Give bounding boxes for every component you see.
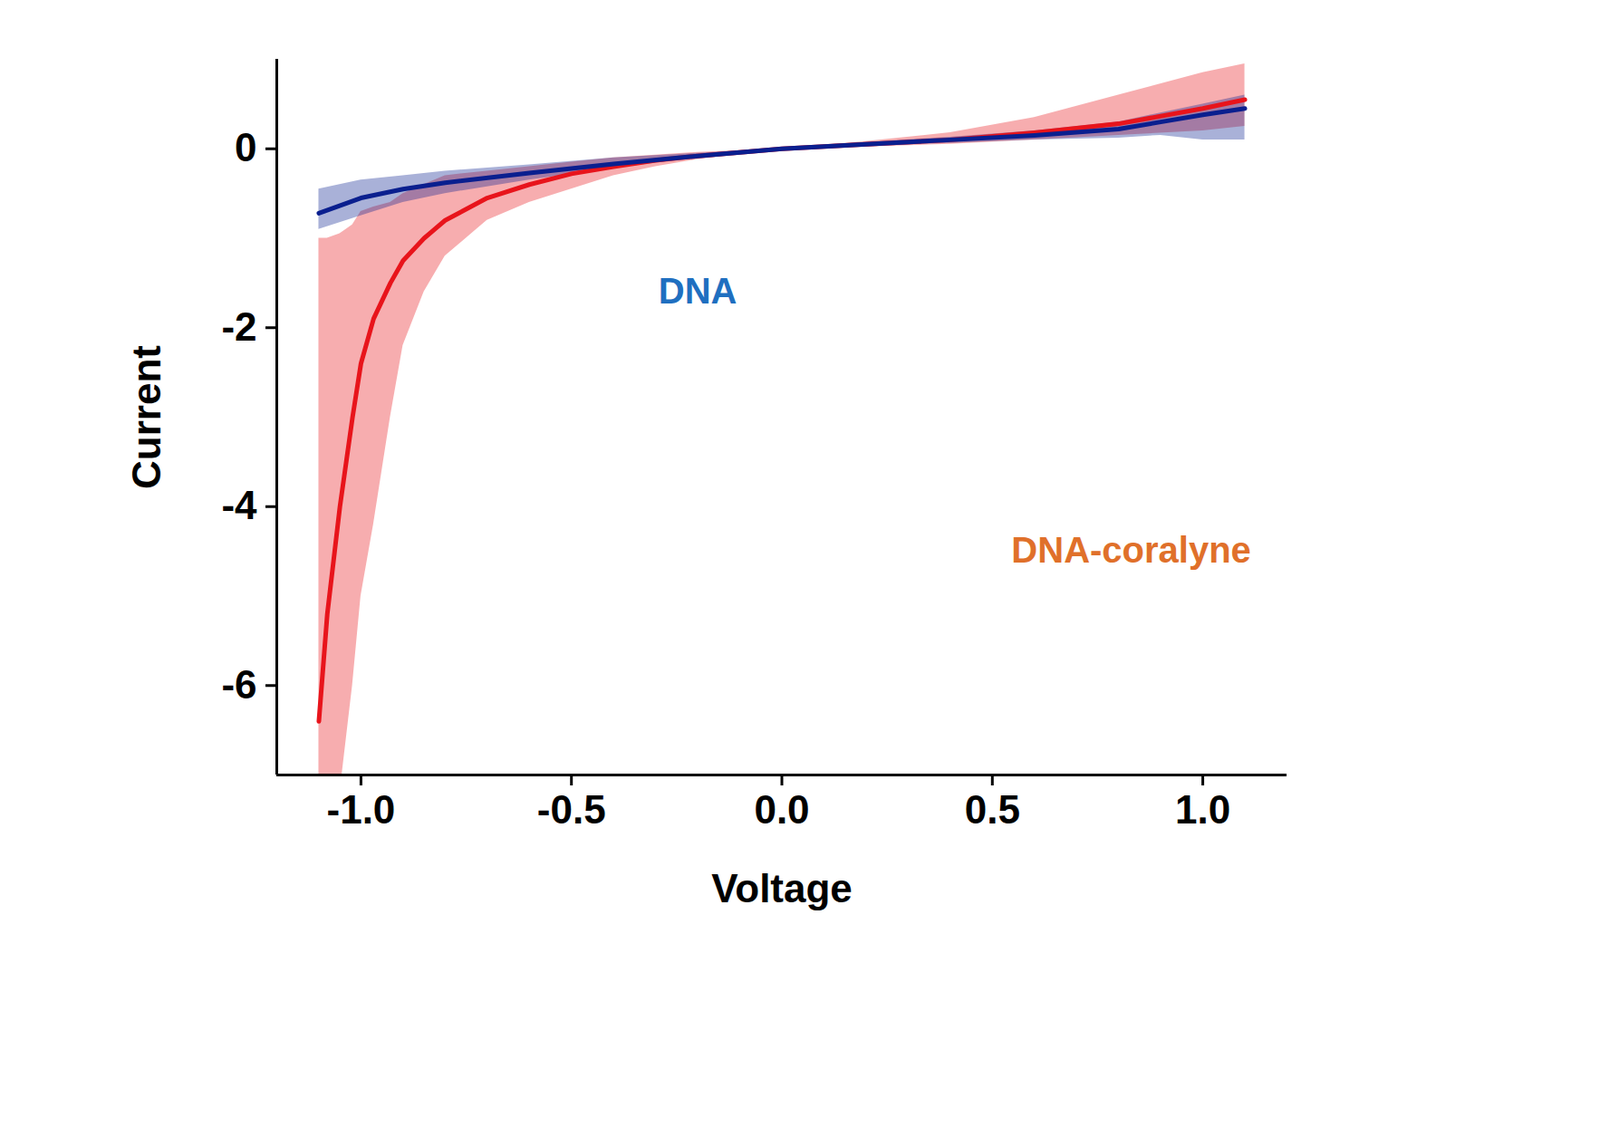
svg-text:DNA: DNA bbox=[658, 270, 738, 311]
svg-text:-0.5: -0.5 bbox=[537, 787, 607, 832]
svg-text:-6: -6 bbox=[221, 662, 257, 707]
svg-text:0.0: 0.0 bbox=[753, 787, 810, 832]
svg-text:-2: -2 bbox=[221, 304, 257, 349]
svg-text:0: 0 bbox=[234, 125, 257, 170]
svg-text:Voltage: Voltage bbox=[711, 866, 853, 911]
svg-text:0.5: 0.5 bbox=[964, 787, 1021, 832]
svg-text:1.0: 1.0 bbox=[1175, 787, 1231, 832]
svg-text:Current: Current bbox=[124, 345, 169, 490]
svg-text:DNA-coralyne: DNA-coralyne bbox=[1011, 530, 1252, 570]
svg-text:-4: -4 bbox=[221, 482, 258, 528]
svg-text:-1.0: -1.0 bbox=[327, 787, 396, 832]
